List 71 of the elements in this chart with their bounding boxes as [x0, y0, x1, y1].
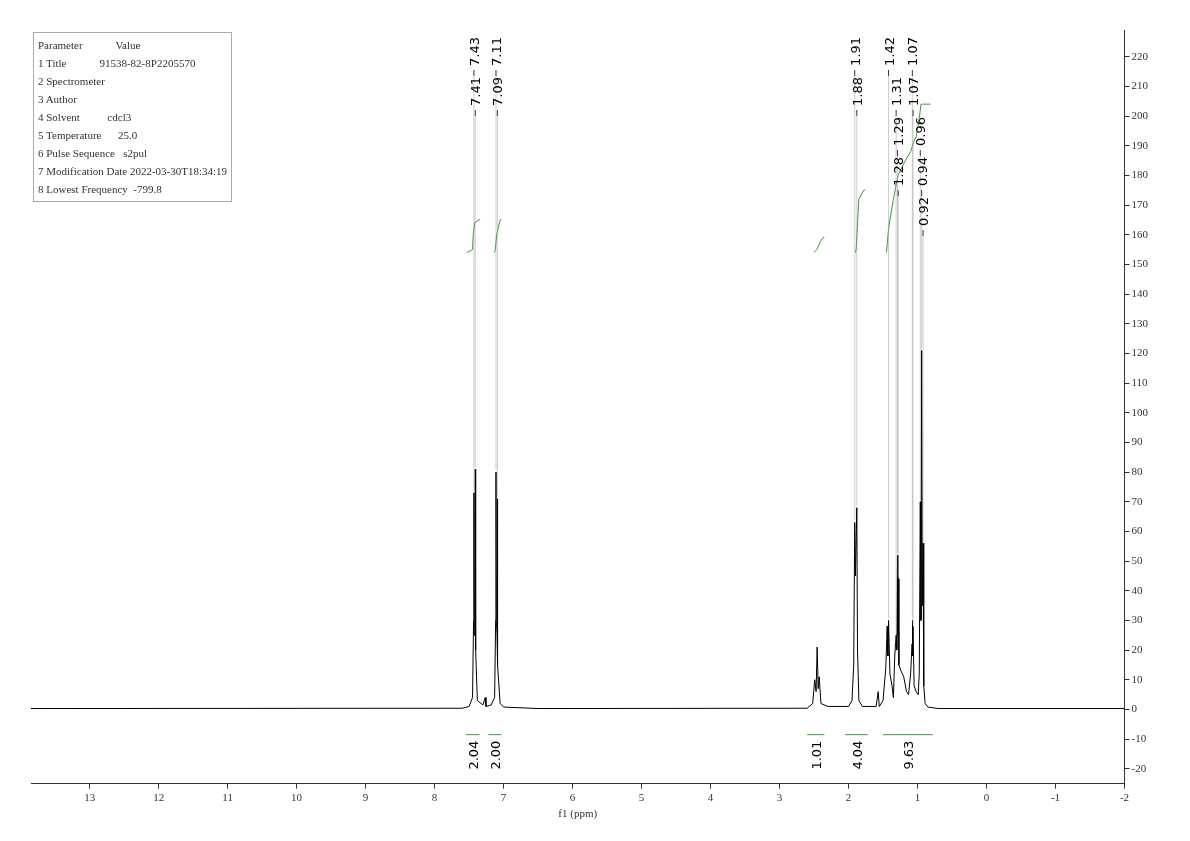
x-tick-label: 4 [707, 791, 714, 804]
annotation: 0.94 [914, 157, 930, 186]
x-tick-label: 3 [776, 791, 783, 804]
annotation: 1.91 [847, 37, 863, 66]
x-tick-label: 9 [362, 791, 369, 804]
annotation: 1.42 [881, 37, 897, 66]
x-tick-label: 13 [84, 791, 96, 804]
x-tick-label: 2 [845, 791, 852, 804]
y-tick-label: 0 [1131, 702, 1138, 715]
x-axis-title: f1 (ppm) [558, 807, 598, 821]
y-tick-label: 210 [1131, 79, 1149, 92]
y-tick-label: 200 [1131, 108, 1149, 121]
y-tick-label: 130 [1131, 316, 1149, 329]
annotation: 0.92 [916, 197, 932, 226]
y-tick-label: 120 [1131, 346, 1149, 359]
annotation: 6 Pulse Sequence s2pul [38, 146, 149, 161]
x-tick-label: 11 [222, 791, 233, 804]
annotation: 7.11 [489, 37, 504, 66]
y-tick-label: 160 [1131, 227, 1149, 240]
annotation: 2.00 [488, 740, 504, 770]
y-tick-label: 20 [1131, 642, 1143, 655]
annotation: 1.01 [809, 740, 825, 770]
annotation: 1.28 [891, 157, 907, 186]
y-tick-label: 220 [1131, 49, 1149, 62]
y-tick-label: 50 [1131, 553, 1143, 566]
annotation: 1.88 [849, 77, 865, 106]
annotation: 7.41 [468, 77, 484, 106]
annotation: 1.07 [906, 77, 922, 106]
annotation: 7.09 [490, 77, 506, 106]
annotation: 0.96 [913, 117, 929, 146]
y-tick-label: 60 [1131, 524, 1143, 537]
annotation: 1.29 [890, 117, 906, 146]
annotation: 9.63 [900, 740, 916, 770]
x-tick-label: 7 [500, 791, 507, 804]
x-tick-label: -2 [1119, 791, 1130, 804]
y-tick-label: 80 [1131, 464, 1143, 477]
y-tick-label: 140 [1131, 286, 1149, 299]
x-tick-label: 8 [431, 791, 438, 804]
annotation: 4 Solvent cdcl3 [38, 110, 133, 125]
x-tick-label: 10 [291, 791, 303, 804]
y-tick-label: 90 [1131, 435, 1143, 448]
y-tick-label: 30 [1131, 613, 1143, 626]
annotation: 2 Spectrometer [38, 74, 106, 89]
annotation: 1.31 [889, 77, 905, 106]
y-tick-label: -10 [1131, 731, 1147, 744]
annotation: 1.07 [905, 37, 921, 66]
y-tick-label: 10 [1131, 672, 1143, 685]
y-tick-label: 150 [1131, 257, 1149, 270]
y-tick-label: 170 [1131, 197, 1149, 210]
y-tick-label: 40 [1131, 583, 1143, 596]
x-tick-label: 1 [914, 791, 921, 804]
annotation: 8 Lowest Frequency -799.8 [38, 182, 163, 197]
y-tick-label: 180 [1131, 168, 1149, 181]
annotation: 4.04 [849, 740, 865, 770]
x-tick-label: -1 [1050, 791, 1061, 804]
x-tick-label: 5 [638, 791, 645, 804]
annotation: 1 Title 91538-82-8P2205570 [38, 56, 197, 71]
annotation: 7 Modification Date 2022-03-30T18:34:19 [38, 164, 228, 179]
y-tick-label: -20 [1131, 761, 1147, 774]
x-tick-label: 6 [569, 791, 576, 804]
y-tick-label: 110 [1131, 375, 1149, 388]
annotation: 7.43 [466, 37, 482, 66]
y-tick-label: 190 [1131, 138, 1149, 151]
y-tick-label: 70 [1131, 494, 1143, 507]
x-tick-label: 12 [153, 791, 165, 804]
annotation: Parameter Value [38, 38, 142, 53]
annotation: 2.04 [465, 740, 481, 770]
x-tick-label: 0 [983, 791, 990, 804]
annotation: 5 Temperature 25.0 [38, 128, 139, 143]
annotation: 3 Author [38, 92, 78, 107]
y-tick-label: 100 [1131, 405, 1149, 418]
